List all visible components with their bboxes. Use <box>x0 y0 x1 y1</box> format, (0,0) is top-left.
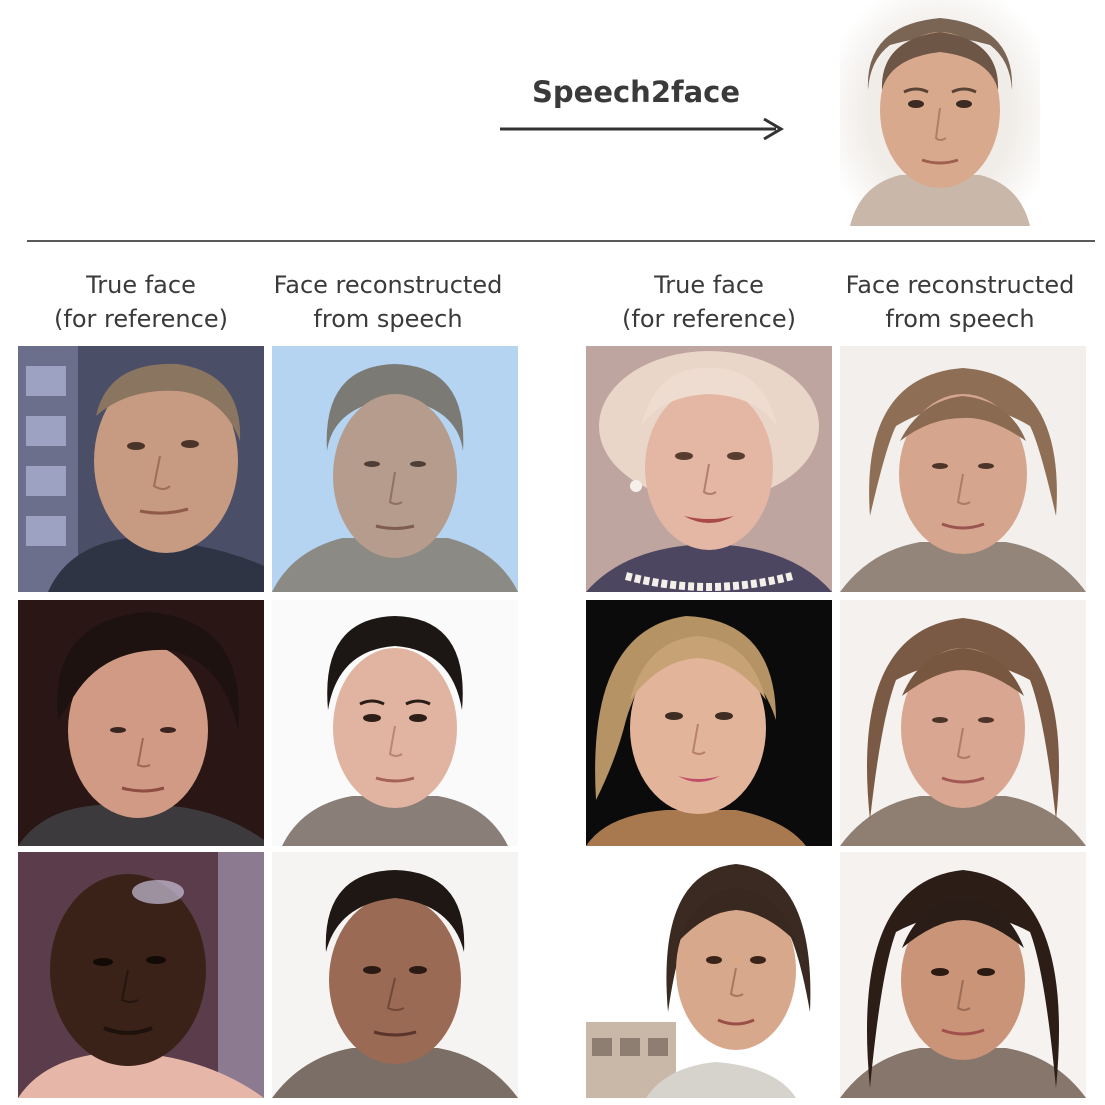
header-line: from speech <box>885 305 1035 333</box>
header-line: (for reference) <box>622 305 796 333</box>
reconstructed-face-image <box>840 346 1086 592</box>
header-line: True face <box>654 271 764 299</box>
reconstructed-face-image <box>840 852 1086 1098</box>
column-header-reconstructed-right: Face reconstructed from speech <box>822 268 1098 336</box>
header-line: (for reference) <box>54 305 228 333</box>
column-header-true-face-left: True face (for reference) <box>18 268 264 336</box>
header-line: from speech <box>313 305 463 333</box>
header-line: Face reconstructed <box>845 271 1075 299</box>
column-header-reconstructed-left: Face reconstructed from speech <box>250 268 526 336</box>
right-arrow-icon <box>500 117 784 141</box>
true-face-image <box>586 346 832 592</box>
header-line: Face reconstructed <box>273 271 503 299</box>
true-face-image <box>18 346 264 592</box>
reconstructed-face-image <box>272 346 518 592</box>
section-divider <box>27 240 1095 242</box>
top-reconstructed-face <box>840 0 1040 226</box>
column-header-true-face-right: True face (for reference) <box>586 268 832 336</box>
reconstructed-face-image <box>272 600 518 846</box>
true-face-image <box>586 852 832 1098</box>
audio-waveform <box>27 65 476 195</box>
true-face-image <box>18 852 264 1098</box>
true-face-image <box>18 600 264 846</box>
true-face-image <box>586 600 832 846</box>
reconstructed-face-image <box>272 852 518 1098</box>
speech2face-arrow: Speech2face <box>496 70 796 150</box>
arrow-label: Speech2face <box>532 75 741 109</box>
header-line: True face <box>86 271 196 299</box>
reconstructed-face-image <box>840 600 1086 846</box>
